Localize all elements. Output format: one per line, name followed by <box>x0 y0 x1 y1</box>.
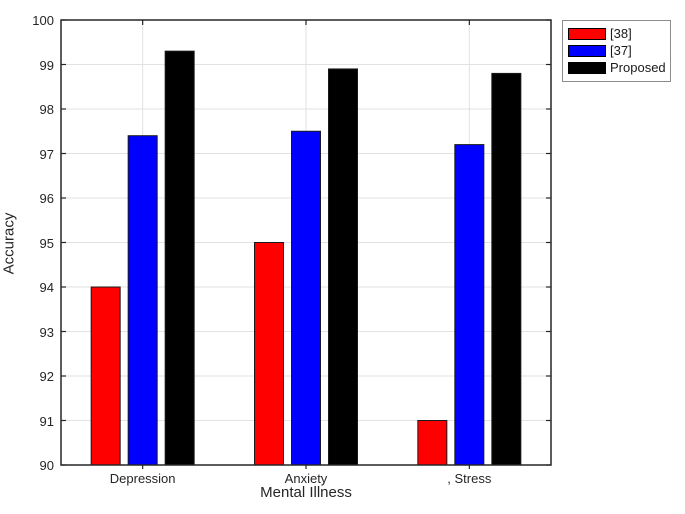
bar-series2-cat1 <box>328 68 358 466</box>
legend-swatch-2 <box>568 61 606 74</box>
x-tick-label-0: Depression <box>109 471 176 486</box>
x-tick-label-2: , Stress <box>447 471 492 486</box>
legend-swatch-1 <box>568 44 606 57</box>
bar-series2-cat0 <box>164 50 195 466</box>
bar-series0-cat1 <box>254 242 284 466</box>
legend-label-2: Proposed <box>610 60 666 75</box>
legend-row-1: [37] <box>568 42 665 59</box>
legend-row-0: [38] <box>568 25 665 42</box>
bar-series1-cat2 <box>454 144 485 466</box>
y-tick-label-91: 91 <box>39 413 54 429</box>
y-tick-label-97: 97 <box>39 146 54 162</box>
bar-series0-cat2 <box>417 420 448 466</box>
bar-series1-cat1 <box>291 130 321 466</box>
bar-series1-cat0 <box>127 135 158 466</box>
y-tick-label-100: 100 <box>32 13 54 28</box>
legend-swatch-0 <box>568 27 606 40</box>
x-tick-label-1: Anxiety <box>284 471 328 486</box>
y-tick-label-92: 92 <box>39 369 54 384</box>
y-tick-label-98: 98 <box>39 102 54 117</box>
y-tick-label-94: 94 <box>39 280 54 295</box>
legend-label-1: [37] <box>610 43 632 58</box>
bar-series2-cat2 <box>491 72 522 466</box>
y-tick-label-93: 93 <box>39 324 54 340</box>
y-tick-label-96: 96 <box>39 191 54 206</box>
bar-series0-cat0 <box>90 286 121 466</box>
y-tick-label-90: 90 <box>39 458 54 473</box>
legend-row-2: Proposed <box>568 59 666 76</box>
legend-label-0: [38] <box>610 26 632 41</box>
y-tick-label-95: 95 <box>39 235 54 251</box>
legend-box: [38] [37] Proposed <box>562 20 671 82</box>
x-axis-title: Mental Illness <box>260 484 352 501</box>
y-tick-label-99: 99 <box>39 57 54 73</box>
